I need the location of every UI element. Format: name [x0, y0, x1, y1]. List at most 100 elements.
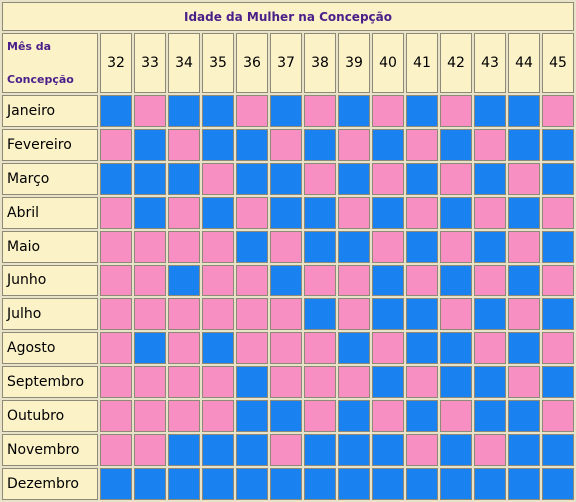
- cell-blue: [168, 264, 200, 297]
- cell-blue: [202, 95, 234, 127]
- cell-blue: [372, 434, 404, 466]
- month-label: Novembro: [2, 434, 98, 466]
- age-header: 39: [338, 33, 370, 93]
- cell-blue: [406, 230, 438, 263]
- cell-pink: [508, 366, 540, 399]
- cell-blue: [168, 467, 200, 500]
- cell-blue: [372, 128, 404, 161]
- cell-blue: [270, 467, 302, 500]
- cell-pink: [100, 230, 132, 263]
- age-header: 41: [406, 33, 438, 93]
- cell-pink: [270, 128, 302, 161]
- cell-pink: [168, 230, 200, 263]
- cell-pink: [440, 95, 472, 127]
- table-body: Janeiro Fevereiro Março Abril Maio Junho Julho…: [2, 95, 574, 500]
- cell-pink: [134, 95, 166, 127]
- cell-blue: [542, 434, 574, 466]
- cell-pink: [168, 366, 200, 399]
- cell-pink: [474, 128, 506, 161]
- age-header: 44: [508, 33, 540, 93]
- month-label: Março: [2, 162, 98, 195]
- cell-blue: [134, 196, 166, 229]
- cell-pink: [542, 196, 574, 229]
- table-row: Maio: [2, 230, 574, 263]
- cell-blue: [304, 230, 336, 263]
- cell-blue: [304, 128, 336, 161]
- cell-blue: [508, 264, 540, 297]
- cell-blue: [270, 400, 302, 433]
- cell-pink: [542, 332, 574, 365]
- cell-blue: [168, 162, 200, 195]
- cell-blue: [440, 366, 472, 399]
- age-header: 36: [236, 33, 268, 93]
- cell-pink: [406, 366, 438, 399]
- cell-blue: [338, 434, 370, 466]
- cell-pink: [236, 332, 268, 365]
- cell-blue: [100, 467, 132, 500]
- cell-blue: [508, 434, 540, 466]
- cell-blue: [134, 162, 166, 195]
- cell-blue: [202, 196, 234, 229]
- cell-pink: [372, 230, 404, 263]
- cell-pink: [270, 366, 302, 399]
- table-row: Dezembro: [2, 467, 574, 500]
- cell-pink: [134, 434, 166, 466]
- cell-blue: [372, 298, 404, 331]
- table-row: Julho: [2, 298, 574, 331]
- cell-blue: [542, 230, 574, 263]
- cell-pink: [202, 264, 234, 297]
- cell-blue: [338, 162, 370, 195]
- table-row: Agosto: [2, 332, 574, 365]
- cell-pink: [100, 264, 132, 297]
- cell-pink: [168, 298, 200, 331]
- cell-pink: [270, 298, 302, 331]
- age-header: 38: [304, 33, 336, 93]
- cell-blue: [304, 196, 336, 229]
- age-header: 45: [542, 33, 574, 93]
- cell-blue: [236, 162, 268, 195]
- cell-pink: [100, 332, 132, 365]
- table-row: Novembro: [2, 434, 574, 466]
- cell-pink: [134, 366, 166, 399]
- cell-pink: [304, 264, 336, 297]
- table-row: Outubro: [2, 400, 574, 433]
- cell-blue: [372, 264, 404, 297]
- cell-blue: [406, 95, 438, 127]
- age-header: 34: [168, 33, 200, 93]
- month-label: Fevereiro: [2, 128, 98, 161]
- cell-pink: [474, 196, 506, 229]
- cell-blue: [508, 128, 540, 161]
- cell-blue: [406, 467, 438, 500]
- cell-pink: [236, 298, 268, 331]
- cell-blue: [474, 95, 506, 127]
- cell-blue: [508, 467, 540, 500]
- cell-pink: [236, 264, 268, 297]
- cell-blue: [134, 332, 166, 365]
- cell-pink: [372, 162, 404, 195]
- cell-blue: [508, 95, 540, 127]
- cell-blue: [202, 467, 234, 500]
- cell-blue: [508, 332, 540, 365]
- cell-blue: [100, 95, 132, 127]
- corner-label: Mês da Concepção: [2, 33, 98, 93]
- cell-blue: [474, 230, 506, 263]
- cell-blue: [236, 434, 268, 466]
- corner-label-line2: Concepção: [7, 73, 74, 86]
- cell-pink: [474, 264, 506, 297]
- cell-blue: [338, 400, 370, 433]
- age-header: 37: [270, 33, 302, 93]
- cell-blue: [270, 95, 302, 127]
- cell-pink: [508, 230, 540, 263]
- cell-pink: [168, 128, 200, 161]
- cell-pink: [168, 332, 200, 365]
- cell-blue: [168, 95, 200, 127]
- cell-pink: [304, 95, 336, 127]
- cell-blue: [372, 467, 404, 500]
- age-header: 33: [134, 33, 166, 93]
- cell-blue: [270, 196, 302, 229]
- cell-pink: [100, 298, 132, 331]
- cell-blue: [406, 298, 438, 331]
- cell-pink: [474, 332, 506, 365]
- month-label: Junho: [2, 264, 98, 297]
